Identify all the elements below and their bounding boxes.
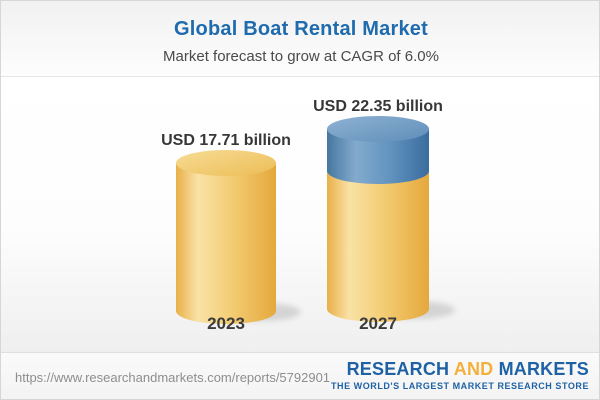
cylinder-2027 — [327, 116, 429, 322]
logo-and: AND — [453, 359, 494, 379]
value-label-2027: USD 22.35 billion — [313, 98, 443, 115]
chart-title: Global Boat Rental Market — [174, 18, 428, 40]
cylinder-2023 — [176, 150, 276, 324]
cylinder-bar-chart — [176, 116, 455, 324]
category-label-2027: 2027 — [359, 314, 397, 333]
brand-logo: RESEARCH AND MARKETS THE WORLD'S LARGEST… — [331, 359, 589, 391]
value-label-2023: USD 17.71 billion — [161, 132, 291, 149]
chart-area: USD 17.71 billion USD 22.35 billion 2023… — [1, 77, 599, 353]
chart-header: Global Boat Rental Market Market forecas… — [1, 1, 599, 77]
cylinder-2027-top-cap — [327, 116, 429, 142]
logo-research: RESEARCH — [346, 359, 450, 379]
report-url: https://www.researchandmarkets.com/repor… — [15, 370, 331, 385]
brand-logo-wordmark: RESEARCH AND MARKETS — [331, 359, 589, 379]
chart-subtitle: Market forecast to grow at CAGR of 6.0% — [163, 48, 439, 65]
cylinder-2027-growth-segment — [327, 116, 429, 184]
brand-tagline: THE WORLD'S LARGEST MARKET RESEARCH STOR… — [330, 381, 589, 391]
footer: https://www.researchandmarkets.com/repor… — [1, 353, 599, 399]
logo-markets: MARKETS — [498, 359, 589, 379]
cylinder-2023-top-cap — [176, 150, 276, 176]
category-label-2023: 2023 — [207, 314, 245, 333]
